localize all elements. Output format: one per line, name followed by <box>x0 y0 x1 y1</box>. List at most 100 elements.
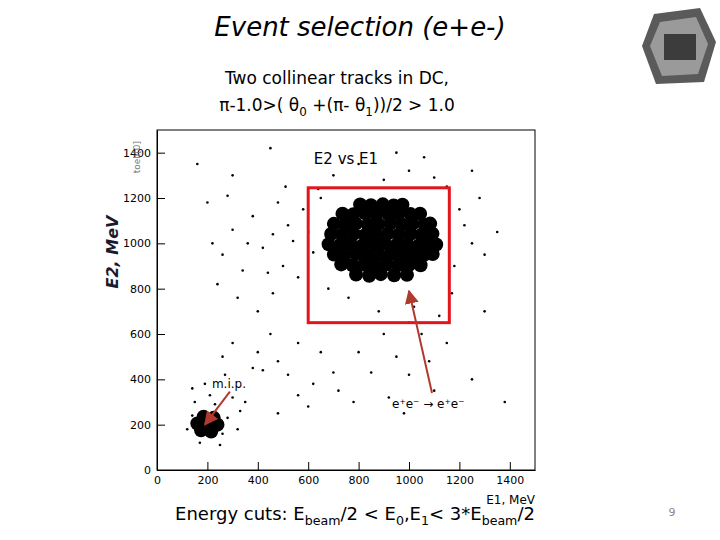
data-point <box>231 174 234 177</box>
text-run: < 3*E <box>429 503 482 524</box>
data-point <box>267 272 270 275</box>
data-point <box>196 163 199 166</box>
data-point <box>284 185 287 188</box>
slide-canvas: Event selection (e+e-)Two collinear trac… <box>0 0 720 540</box>
subtitle-line: π-1.0>( θ0 +(π- θ1))/2 > 1.0 <box>219 95 455 119</box>
data-point <box>251 215 254 218</box>
data-point <box>214 403 217 406</box>
data-point <box>277 201 280 204</box>
tick: 200 <box>197 462 218 487</box>
subscript: beam <box>305 513 341 528</box>
data-point <box>287 224 290 227</box>
data-point <box>302 208 305 211</box>
x-axis: 0200400600800100012001400 <box>154 462 536 487</box>
tick: 800 <box>349 462 370 487</box>
logo-shape <box>642 8 716 84</box>
data-point <box>287 374 290 377</box>
data-point <box>191 414 194 417</box>
tick: 0 <box>144 464 165 477</box>
data-point <box>478 197 481 200</box>
subscript: 0 <box>396 513 404 528</box>
data-point <box>408 374 411 377</box>
data-point <box>269 147 272 150</box>
data-point <box>312 251 315 254</box>
logo <box>642 8 716 84</box>
data-point <box>458 208 461 211</box>
tick-mark <box>308 462 309 470</box>
data-point <box>383 179 386 182</box>
data-point <box>269 333 272 336</box>
data-point <box>320 351 323 354</box>
tick-label: 1000 <box>123 237 151 250</box>
tick-label: 1000 <box>396 474 424 487</box>
tick-label: 400 <box>248 474 269 487</box>
corner-label: toeli[0] <box>132 141 142 173</box>
data-point <box>423 217 437 231</box>
data-point <box>503 401 506 404</box>
tick-mark <box>157 425 165 426</box>
data-point <box>420 333 423 336</box>
data-point <box>423 156 426 159</box>
tick-label: 1400 <box>496 474 524 487</box>
data-point <box>297 276 300 279</box>
tick: 800 <box>130 283 165 296</box>
text-run: /2 < E <box>340 503 395 524</box>
tick: 600 <box>130 328 165 341</box>
chart-title: E2 vs E1 <box>314 150 378 168</box>
data-point <box>246 242 249 245</box>
data-point <box>408 170 411 173</box>
data-point <box>388 396 391 399</box>
tick-label: 0 <box>144 464 151 477</box>
data-point <box>471 378 474 381</box>
data-point <box>211 242 214 245</box>
data-point <box>370 371 373 374</box>
data-point <box>236 296 239 299</box>
tick: 1400 <box>496 462 524 487</box>
data-point <box>226 194 229 197</box>
plot-area <box>186 147 506 447</box>
data-point <box>383 333 386 336</box>
tick-mark <box>258 462 259 470</box>
tick-label: 600 <box>298 474 319 487</box>
logo-shape <box>650 17 708 76</box>
data-point <box>438 315 441 318</box>
tick-mark <box>157 198 165 199</box>
data-point <box>236 428 239 431</box>
tick-label: 400 <box>130 373 151 386</box>
data-point <box>297 394 300 397</box>
data-point <box>204 383 207 386</box>
data-point <box>199 442 202 445</box>
tick-mark <box>157 289 165 290</box>
data-point <box>272 292 275 295</box>
plot-frame <box>157 130 535 470</box>
data-point <box>471 170 474 173</box>
data-point <box>332 174 335 177</box>
subscript: 1 <box>365 105 373 119</box>
text-run: ))/2 > 1.0 <box>373 95 455 115</box>
data-point <box>231 342 234 345</box>
slide-title: Event selection (e+e-) <box>214 12 505 42</box>
data-point <box>357 351 360 354</box>
x-axis-title: E1, MeV <box>486 493 536 507</box>
subscript: 0 <box>299 105 307 119</box>
slide: Event selection (e+e-)Two collinear trac… <box>0 0 720 540</box>
tick: 1200 <box>446 462 474 487</box>
tick-mark <box>459 462 460 470</box>
data-point <box>191 387 194 390</box>
tick-mark <box>157 379 165 380</box>
data-point <box>297 342 300 345</box>
data-point <box>186 428 189 431</box>
data-point <box>483 310 486 313</box>
data-point <box>352 401 355 404</box>
data-point <box>221 432 224 435</box>
tick: 400 <box>248 462 269 487</box>
text-run: ,E <box>404 503 421 524</box>
tick-label: 200 <box>130 419 151 432</box>
data-point <box>206 201 209 204</box>
data-point <box>277 412 280 415</box>
tick-label: 1200 <box>123 192 151 205</box>
text-run: Energy cuts: E <box>175 503 305 524</box>
data-point <box>226 417 229 420</box>
data-point <box>451 292 454 295</box>
annotation-arrow <box>205 392 230 425</box>
